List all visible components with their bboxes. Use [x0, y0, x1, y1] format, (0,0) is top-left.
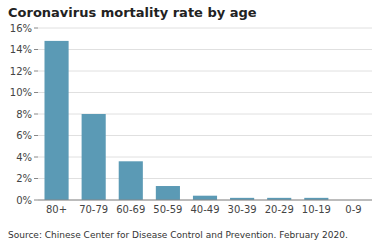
grid-line	[38, 200, 372, 201]
bars	[44, 41, 328, 200]
tick-label: 20-29	[265, 204, 294, 215]
tick-label: 0%	[16, 195, 32, 206]
tick-mark	[34, 71, 38, 72]
grid-line	[38, 49, 372, 50]
tick-label: 60-69	[116, 204, 145, 215]
bar	[193, 196, 217, 200]
tick-label: 8%	[16, 109, 32, 120]
tick-label: 40-49	[190, 204, 219, 215]
grid-line	[38, 71, 372, 72]
tick-label: 14%	[10, 44, 32, 55]
grid-line	[38, 92, 372, 93]
title: Coronavirus mortality rate by age	[8, 5, 257, 20]
tick-label: 0-9	[345, 204, 361, 215]
tick-label: 12%	[10, 66, 32, 77]
tick-label: 6%	[16, 130, 32, 141]
bar	[119, 161, 143, 200]
axis-line	[38, 200, 372, 201]
bar	[44, 41, 68, 200]
tick-label: 4%	[16, 152, 32, 163]
y-axis: 0% 2% 4% 6% 8% 10% 12% 14% 16%	[10, 23, 372, 206]
tick-mark	[34, 157, 38, 158]
tick-label: 10%	[10, 87, 32, 98]
tick-mark	[34, 28, 38, 29]
x-axis: 80+ 70-79 60-69 50-59 40-49 30-39 20-29 10-19 0-…	[38, 200, 372, 215]
tick-mark	[34, 178, 38, 179]
tick-mark	[34, 92, 38, 93]
tick-mark	[34, 135, 38, 136]
chart: Coronavirus mortality rate by age 0% 2% 4% 6…	[0, 0, 380, 248]
tick-mark	[34, 114, 38, 115]
bar	[156, 186, 180, 200]
bar	[82, 114, 106, 200]
grid-line	[38, 28, 372, 29]
tick-mark	[34, 200, 38, 201]
chart-container: Coronavirus mortality rate by age 0% 2% 4% 6…	[0, 0, 380, 248]
tick-label: 16%	[10, 23, 32, 34]
tick-label: 70-79	[79, 204, 108, 215]
tick-label: 2%	[16, 173, 32, 184]
tick-label: 10-19	[302, 204, 331, 215]
tick-label: 80+	[46, 204, 67, 215]
annotation: Source: Chinese Center for Disease Contr…	[8, 230, 348, 240]
tick-label: 30-39	[228, 204, 257, 215]
tick-label: 50-59	[153, 204, 182, 215]
tick-mark	[34, 49, 38, 50]
